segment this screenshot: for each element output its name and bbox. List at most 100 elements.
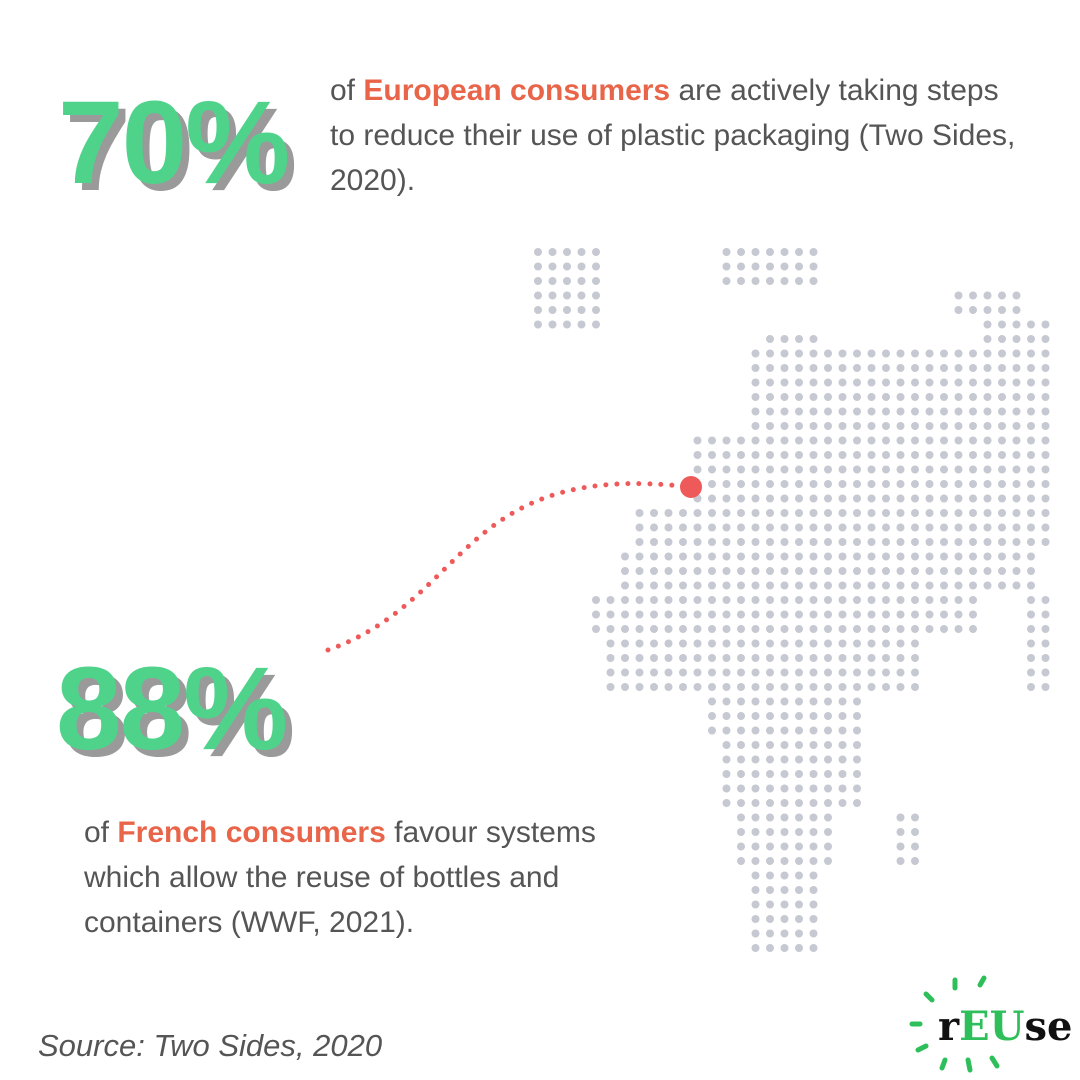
map-dot	[795, 509, 803, 517]
map-dot	[737, 712, 745, 720]
map-dot	[606, 596, 615, 604]
map-dot	[1041, 422, 1050, 430]
map-dot	[534, 291, 542, 300]
map-dot	[766, 639, 774, 648]
map-dot	[896, 610, 905, 619]
map-dot	[664, 668, 673, 677]
map-dot	[853, 509, 861, 517]
map-dot	[824, 581, 832, 590]
map-dot	[737, 755, 745, 764]
map-dot	[606, 654, 615, 662]
map-dot	[664, 639, 673, 648]
map-dot	[838, 726, 847, 735]
map-dot	[838, 697, 847, 706]
map-dot	[693, 610, 702, 619]
map-dot	[896, 494, 905, 503]
map-dot	[838, 712, 847, 720]
map-dot	[983, 364, 992, 372]
map-dot	[809, 813, 818, 822]
map-dot	[708, 639, 716, 648]
map-dot	[838, 436, 847, 445]
map-dot	[867, 465, 876, 474]
map-dot	[954, 436, 963, 445]
map-dot	[853, 610, 861, 619]
map-dot	[896, 480, 905, 488]
map-dot	[954, 480, 963, 488]
map-dot	[795, 393, 803, 401]
map-dot	[635, 567, 644, 575]
europe-dot-map	[534, 248, 1050, 952]
map-dot	[809, 349, 818, 358]
map-dot	[969, 422, 977, 430]
map-dot	[722, 784, 731, 793]
map-dot	[1041, 683, 1050, 691]
map-dot	[1041, 378, 1050, 387]
map-dot	[679, 683, 687, 691]
map-dot	[809, 436, 818, 445]
map-dot	[882, 654, 890, 662]
map-dot	[911, 480, 919, 488]
map-dot	[882, 407, 890, 416]
map-dot	[1041, 625, 1050, 633]
map-dot	[954, 378, 963, 387]
map-dot	[954, 407, 963, 416]
map-dot	[780, 871, 789, 880]
map-dot	[824, 378, 832, 387]
map-dot	[766, 886, 774, 894]
map-dot	[867, 683, 876, 691]
map-dot	[693, 581, 702, 590]
body-text: favour systems which allow the reuse of …	[84, 816, 596, 939]
map-dot	[795, 364, 803, 372]
map-dot	[548, 320, 557, 329]
map-dot	[1012, 291, 1021, 300]
map-dot	[780, 842, 789, 851]
map-dot	[809, 799, 818, 807]
map-dot	[867, 625, 876, 633]
map-dot	[751, 364, 760, 372]
map-dot	[853, 567, 861, 575]
map-dot	[824, 349, 832, 358]
map-dot	[1012, 509, 1021, 517]
map-dot	[621, 668, 629, 677]
map-dot	[911, 509, 919, 517]
map-dot	[751, 552, 760, 561]
map-dot	[708, 610, 716, 619]
map-dot	[795, 538, 803, 546]
map-dot	[722, 697, 731, 706]
map-dot	[737, 813, 745, 822]
map-dot	[998, 523, 1006, 532]
map-dot	[824, 857, 832, 865]
map-dot	[809, 929, 818, 938]
map-dot	[940, 465, 948, 474]
map-dot	[679, 552, 687, 561]
map-dot	[954, 364, 963, 372]
map-dot	[693, 668, 702, 677]
map-dot	[809, 465, 818, 474]
map-dot	[983, 393, 992, 401]
map-dot	[838, 581, 847, 590]
map-dot	[809, 248, 818, 256]
map-dot	[809, 726, 818, 735]
map-dot	[983, 349, 992, 358]
map-dot	[925, 349, 934, 358]
map-dot	[867, 349, 876, 358]
map-dot	[809, 523, 818, 532]
map-dot	[708, 697, 716, 706]
map-dot	[751, 277, 760, 285]
map-dot	[998, 552, 1006, 561]
map-dot	[548, 248, 557, 256]
map-dot	[635, 581, 644, 590]
map-dot	[882, 639, 890, 648]
map-dot	[650, 625, 658, 633]
map-dot	[766, 799, 774, 807]
map-dot	[534, 277, 542, 285]
map-dot	[751, 393, 760, 401]
map-dot	[795, 842, 803, 851]
map-dot	[766, 480, 774, 488]
map-dot	[548, 291, 557, 300]
map-dot	[795, 755, 803, 764]
map-dot	[780, 886, 789, 894]
map-dot	[867, 610, 876, 619]
map-dot	[824, 842, 832, 851]
map-dot	[635, 596, 644, 604]
